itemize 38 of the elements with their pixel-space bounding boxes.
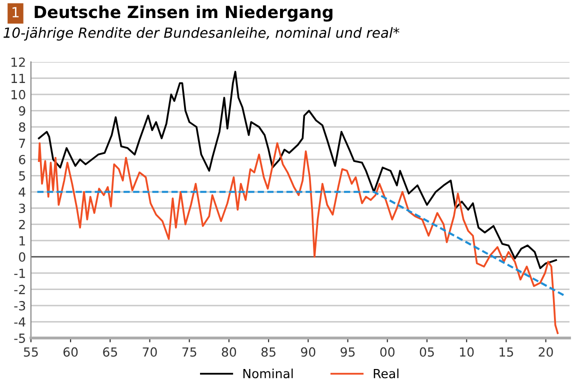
x-tick-label: 20: [538, 347, 553, 357]
y-tick-label: 0: [18, 252, 26, 262]
x-tick-label: 85: [261, 347, 276, 357]
chart-title: Deutsche Zinsen im Niedergang: [34, 5, 332, 22]
x-tick-label: 70: [142, 347, 157, 357]
x-tick-label: 80: [222, 347, 236, 357]
chart-subtitle: 10-jährige Rendite der Bundesanleihe, nominal und real*: [4, 27, 400, 41]
y-tick-label: 1: [20, 236, 25, 246]
y-tick-label: -5: [14, 334, 25, 343]
y-tick-label: 12: [12, 57, 25, 67]
x-tick-label: 15: [500, 347, 514, 357]
y-tick-label: 11: [12, 74, 25, 83]
x-tick-label: 65: [103, 347, 118, 357]
legend-label: Nominal: [243, 368, 293, 378]
y-tick-label: 4: [18, 188, 26, 197]
x-tick-label: 90: [301, 347, 316, 357]
y-tick-label: 9: [18, 106, 26, 116]
x-tick-label: 05: [420, 347, 434, 357]
x-tick-label: 10: [460, 347, 474, 357]
legend-label: Real: [374, 368, 398, 378]
y-tick-label: 8: [18, 122, 26, 132]
x-tick-label: 60: [63, 347, 78, 357]
x-tick-label: 00: [380, 347, 395, 357]
y-tick-label: 10: [12, 90, 26, 100]
x-tick-label: 75: [182, 347, 196, 357]
y-tick-label: 2: [19, 220, 25, 230]
x-tick-label: 55: [24, 347, 38, 357]
y-tick-label: -1: [14, 268, 25, 278]
y-tick-label: 6: [19, 154, 26, 164]
y-tick-label: -3: [14, 301, 26, 310]
x-tick-label: 95: [340, 347, 355, 357]
y-tick-label: 5: [19, 171, 25, 181]
y-tick-label: 3: [19, 204, 26, 214]
line-series: [38, 70, 557, 270]
line-series: [38, 142, 559, 334]
y-tick-label: 7: [19, 138, 26, 148]
y-tick-label: -2: [14, 284, 25, 294]
y-tick-label: -4: [14, 317, 26, 327]
